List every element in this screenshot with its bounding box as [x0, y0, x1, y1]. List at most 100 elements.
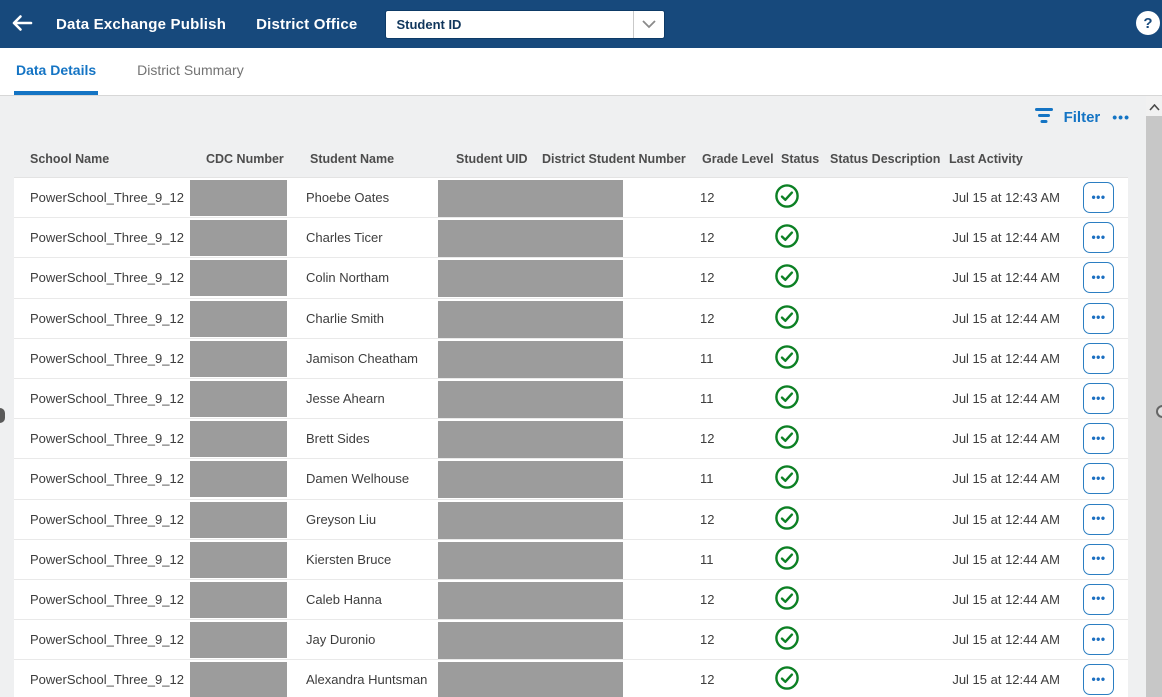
status-cell [774, 424, 826, 453]
grade-level-cell: 12 [700, 672, 715, 688]
last-activity-cell: Jul 15 at 12:44 AM [952, 632, 1060, 648]
grade-level-cell: 11 [700, 391, 714, 407]
status-cell [774, 263, 826, 292]
status-valid-icon [774, 545, 800, 574]
column-header-status: Status [781, 151, 820, 166]
column-header-status-description: Status Description [830, 151, 941, 166]
tab-district-summary[interactable]: District Summary [137, 61, 244, 78]
status-valid-icon [774, 505, 800, 534]
ellipsis-icon: ••• [1091, 269, 1106, 284]
redacted-student-uid [438, 461, 623, 499]
table-row: PowerSchool_Three_9_12 Phoebe Oates 12 Jul … [14, 178, 1128, 219]
ellipsis-icon: ••• [1091, 631, 1106, 646]
scroll-handle-left[interactable] [0, 408, 5, 423]
redacted-cdc-number [190, 421, 287, 458]
row-actions-button[interactable]: ••• [1083, 222, 1114, 254]
row-actions-button[interactable]: ••• [1083, 624, 1114, 656]
redacted-student-uid [438, 260, 623, 298]
scroll-handle-right[interactable] [1156, 405, 1162, 418]
filter-button[interactable]: Filter [1034, 107, 1101, 128]
redacted-student-uid [438, 541, 623, 579]
vertical-scrollbar[interactable] [1146, 96, 1162, 697]
redacted-cdc-number [190, 260, 287, 297]
row-actions-button[interactable]: ••• [1083, 664, 1114, 696]
row-actions-button[interactable]: ••• [1083, 383, 1114, 415]
redacted-cdc-number [190, 501, 287, 538]
filter-icon [1034, 107, 1054, 128]
status-valid-icon [774, 263, 800, 292]
student-name-cell: Brett Sides [306, 431, 370, 447]
school-name-cell: PowerSchool_Three_9_12 [30, 391, 184, 407]
row-actions-button[interactable]: ••• [1083, 302, 1114, 334]
scrollbar-thumb[interactable] [1146, 116, 1162, 697]
grade-level-cell: 12 [700, 270, 715, 286]
status-valid-icon [774, 665, 800, 694]
redacted-cdc-number [190, 340, 287, 377]
redacted-cdc-number [190, 220, 287, 257]
last-activity-cell: Jul 15 at 12:43 AM [952, 190, 1060, 206]
row-actions-button[interactable]: ••• [1083, 423, 1114, 455]
row-actions-button[interactable]: ••• [1083, 463, 1114, 495]
back-button[interactable] [0, 0, 44, 48]
table-row: PowerSchool_Three_9_12 Caleb Hanna 12 Jul 1… [14, 580, 1128, 621]
student-name-cell: Colin Northam [306, 270, 390, 286]
column-header-grade-level: Grade Level [702, 151, 774, 166]
table-row: PowerSchool_Three_9_12 Greyson Liu 12 Jul 1… [14, 500, 1128, 540]
table-row: PowerSchool_Three_9_12 Colin Northam 12 Jul… [14, 258, 1128, 299]
student-name-cell: Kiersten Bruce [306, 551, 392, 567]
student-name-cell: Charlie Smith [306, 310, 385, 326]
redacted-cdc-number [190, 622, 287, 659]
table-column-headers: School Name CDC Number Student Name Stud… [14, 140, 1128, 177]
grade-level-cell: 11 [700, 350, 714, 366]
status-valid-icon [774, 464, 800, 493]
table-body: PowerSchool_Three_9_12 Phoebe Oates 12 Jul … [14, 177, 1128, 697]
table-row: PowerSchool_Three_9_12 Jay Duronio 12 Jul 1… [14, 620, 1128, 661]
status-cell [774, 384, 826, 413]
school-name-cell: PowerSchool_Three_9_12 [30, 551, 184, 567]
school-name-cell: PowerSchool_Three_9_12 [30, 431, 184, 447]
row-actions-button[interactable]: ••• [1083, 503, 1114, 535]
last-activity-cell: Jul 15 at 12:44 AM [952, 391, 1060, 407]
redacted-cdc-number [190, 300, 287, 337]
table-row: PowerSchool_Three_9_12 Damen Welhouse 11 Ju… [14, 459, 1128, 500]
redacted-student-uid [438, 622, 623, 660]
field-dropdown[interactable]: Student ID [385, 9, 666, 39]
column-header-cdc-number: CDC Number [206, 151, 284, 166]
table-row: PowerSchool_Three_9_12 Charlie Smith 12 Jul… [14, 299, 1128, 339]
ellipsis-icon: ••• [1091, 390, 1106, 405]
row-actions-button[interactable]: ••• [1083, 342, 1114, 374]
last-activity-cell: Jul 15 at 12:44 AM [952, 230, 1060, 246]
row-actions-button[interactable]: ••• [1083, 182, 1114, 214]
grade-level-cell: 12 [700, 190, 715, 206]
row-actions-button[interactable]: ••• [1083, 262, 1114, 294]
filter-label: Filter [1063, 108, 1101, 126]
redacted-student-uid [438, 340, 623, 378]
last-activity-cell: Jul 15 at 12:44 AM [952, 350, 1060, 366]
tab-data-details[interactable]: Data Details [14, 48, 99, 95]
redacted-student-uid [438, 421, 623, 459]
field-dropdown-value: Student ID [396, 16, 462, 32]
status-cell [774, 585, 826, 614]
redacted-cdc-number [190, 380, 287, 417]
row-actions-button[interactable]: ••• [1083, 583, 1114, 615]
table-row: PowerSchool_Three_9_12 Charles Ticer 12 Jul… [14, 218, 1128, 259]
status-cell [774, 344, 826, 373]
row-actions-button[interactable]: ••• [1083, 543, 1114, 575]
status-valid-icon [774, 183, 800, 212]
column-header-student-uid: Student UID [456, 151, 528, 166]
scroll-up-button[interactable] [1146, 96, 1162, 116]
help-button[interactable]: ? [1136, 11, 1160, 35]
chevron-down-icon [633, 10, 664, 38]
table-row: PowerSchool_Three_9_12 Alexandra Huntsman… [14, 660, 1128, 697]
redacted-cdc-number [190, 461, 287, 498]
table-row: PowerSchool_Three_9_12 Jamison Cheatham 11… [14, 339, 1128, 379]
last-activity-cell: Jul 15 at 12:44 AM [952, 591, 1060, 607]
toolbar-more-button[interactable]: ••• [1112, 109, 1130, 125]
question-icon: ? [1143, 14, 1153, 32]
status-valid-icon [774, 344, 800, 373]
app-header: Data Exchange Publish District Office St… [0, 0, 1162, 48]
status-cell [774, 545, 826, 574]
redacted-cdc-number [190, 541, 287, 578]
column-header-student-name: Student Name [310, 151, 395, 166]
grade-level-cell: 12 [700, 632, 715, 648]
